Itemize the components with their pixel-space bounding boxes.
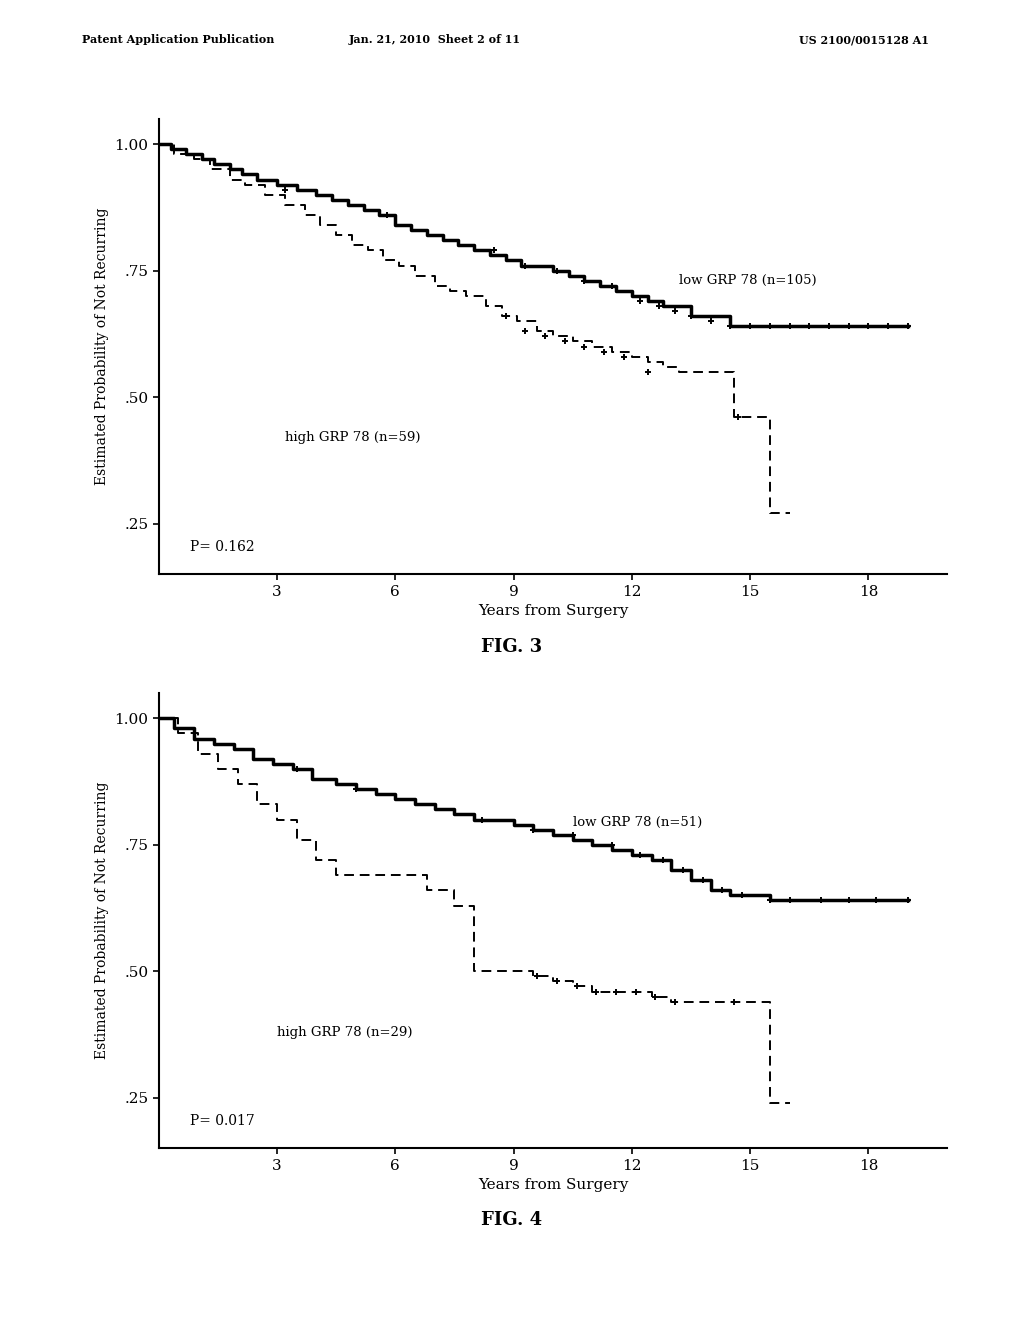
Text: high GRP 78 (n=59): high GRP 78 (n=59) xyxy=(285,432,421,444)
X-axis label: Years from Surgery: Years from Surgery xyxy=(478,1179,628,1192)
Text: P= 0.017: P= 0.017 xyxy=(190,1114,255,1129)
Y-axis label: Estimated Probability of Not Recurring: Estimated Probability of Not Recurring xyxy=(95,207,109,486)
Text: FIG. 4: FIG. 4 xyxy=(481,1210,543,1229)
Text: Jan. 21, 2010  Sheet 2 of 11: Jan. 21, 2010 Sheet 2 of 11 xyxy=(349,34,521,45)
Text: Patent Application Publication: Patent Application Publication xyxy=(82,34,274,45)
Y-axis label: Estimated Probability of Not Recurring: Estimated Probability of Not Recurring xyxy=(95,781,109,1060)
Text: low GRP 78 (n=105): low GRP 78 (n=105) xyxy=(679,275,817,288)
Text: FIG. 3: FIG. 3 xyxy=(481,638,543,656)
Text: US 2100/0015128 A1: US 2100/0015128 A1 xyxy=(799,34,929,45)
X-axis label: Years from Surgery: Years from Surgery xyxy=(478,605,628,618)
Text: high GRP 78 (n=29): high GRP 78 (n=29) xyxy=(276,1026,413,1039)
Text: P= 0.162: P= 0.162 xyxy=(190,540,255,554)
Text: low GRP 78 (n=51): low GRP 78 (n=51) xyxy=(572,816,701,829)
